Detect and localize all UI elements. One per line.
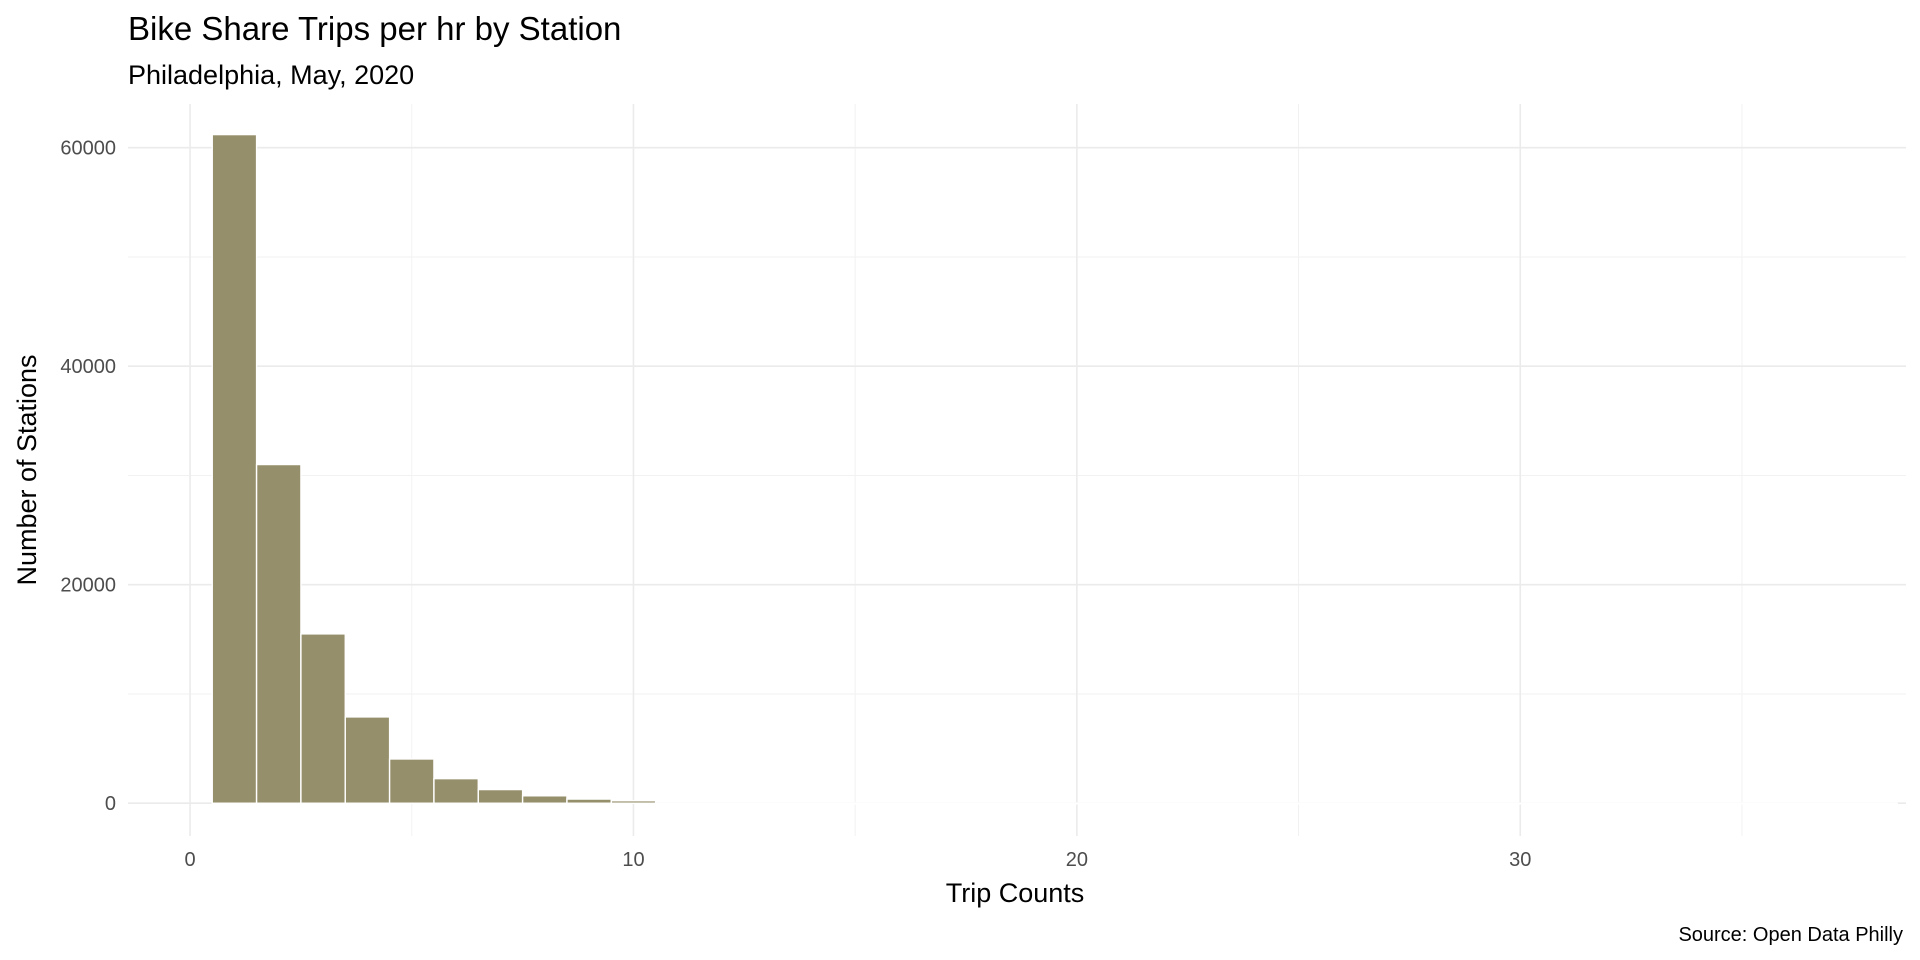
histogram-bar <box>832 802 879 805</box>
histogram-bar <box>1320 802 1366 805</box>
histogram-bar <box>521 795 568 804</box>
y-tick-label: 60000 <box>60 138 116 160</box>
x-tick-label: 20 <box>1066 849 1088 871</box>
histogram-bar <box>1541 802 1588 805</box>
histogram-bar <box>920 802 967 805</box>
histogram-bar <box>787 802 834 805</box>
histogram-bar <box>1763 802 1810 805</box>
histogram-bar <box>1630 802 1677 805</box>
bars <box>211 133 1898 805</box>
x-axis-ticks: 0 10 20 30 <box>185 849 1532 871</box>
histogram-bar <box>876 802 923 805</box>
histogram-bar <box>477 788 524 804</box>
histogram-bar <box>344 716 391 804</box>
y-axis-ticks: 0 20000 40000 60000 <box>60 138 116 816</box>
y-tick-label: 20000 <box>60 575 116 597</box>
x-tick-label: 10 <box>622 849 644 871</box>
y-tick-label: 0 <box>105 793 116 815</box>
histogram-bar <box>1852 802 1898 805</box>
histogram-bar <box>1275 802 1322 805</box>
histogram-bar <box>388 758 435 804</box>
histogram-bar <box>566 798 612 804</box>
histogram-bar <box>1453 802 1499 805</box>
histogram-bar <box>1408 802 1455 805</box>
x-tick-label: 0 <box>185 849 196 871</box>
histogram-bar <box>1674 802 1721 805</box>
histogram-bar <box>433 777 479 804</box>
histogram-bar <box>1586 802 1632 805</box>
histogram-bar <box>1187 802 1233 805</box>
histogram-bar <box>1098 802 1145 805</box>
histogram-bar <box>699 802 746 805</box>
x-axis-title: Trip Counts <box>946 878 1085 908</box>
histogram-bar <box>965 802 1012 805</box>
x-tick-label: 30 <box>1509 849 1531 871</box>
histogram-bar <box>1497 802 1544 805</box>
y-tick-label: 40000 <box>60 356 116 378</box>
histogram-bar <box>743 802 790 805</box>
histogram-bar <box>211 133 258 804</box>
y-axis-title: Number of Stations <box>12 354 42 585</box>
histogram-bar <box>610 800 657 804</box>
histogram-bar <box>1142 802 1189 805</box>
histogram-bar <box>1719 802 1765 805</box>
histogram-bar <box>1807 802 1854 805</box>
chart-subtitle: Philadelphia, May, 2020 <box>128 60 414 90</box>
histogram-bar <box>255 463 302 804</box>
grid <box>128 104 1906 836</box>
chart-title: Bike Share Trips per hr by Station <box>128 10 621 47</box>
chart-caption: Source: Open Data Philly <box>1678 924 1903 946</box>
histogram-bar <box>1364 802 1411 805</box>
histogram-bar <box>654 802 701 805</box>
histogram-bar <box>1053 802 1100 805</box>
histogram-bar <box>1009 802 1056 805</box>
histogram-bar <box>1231 802 1278 805</box>
histogram-bar <box>300 633 346 804</box>
